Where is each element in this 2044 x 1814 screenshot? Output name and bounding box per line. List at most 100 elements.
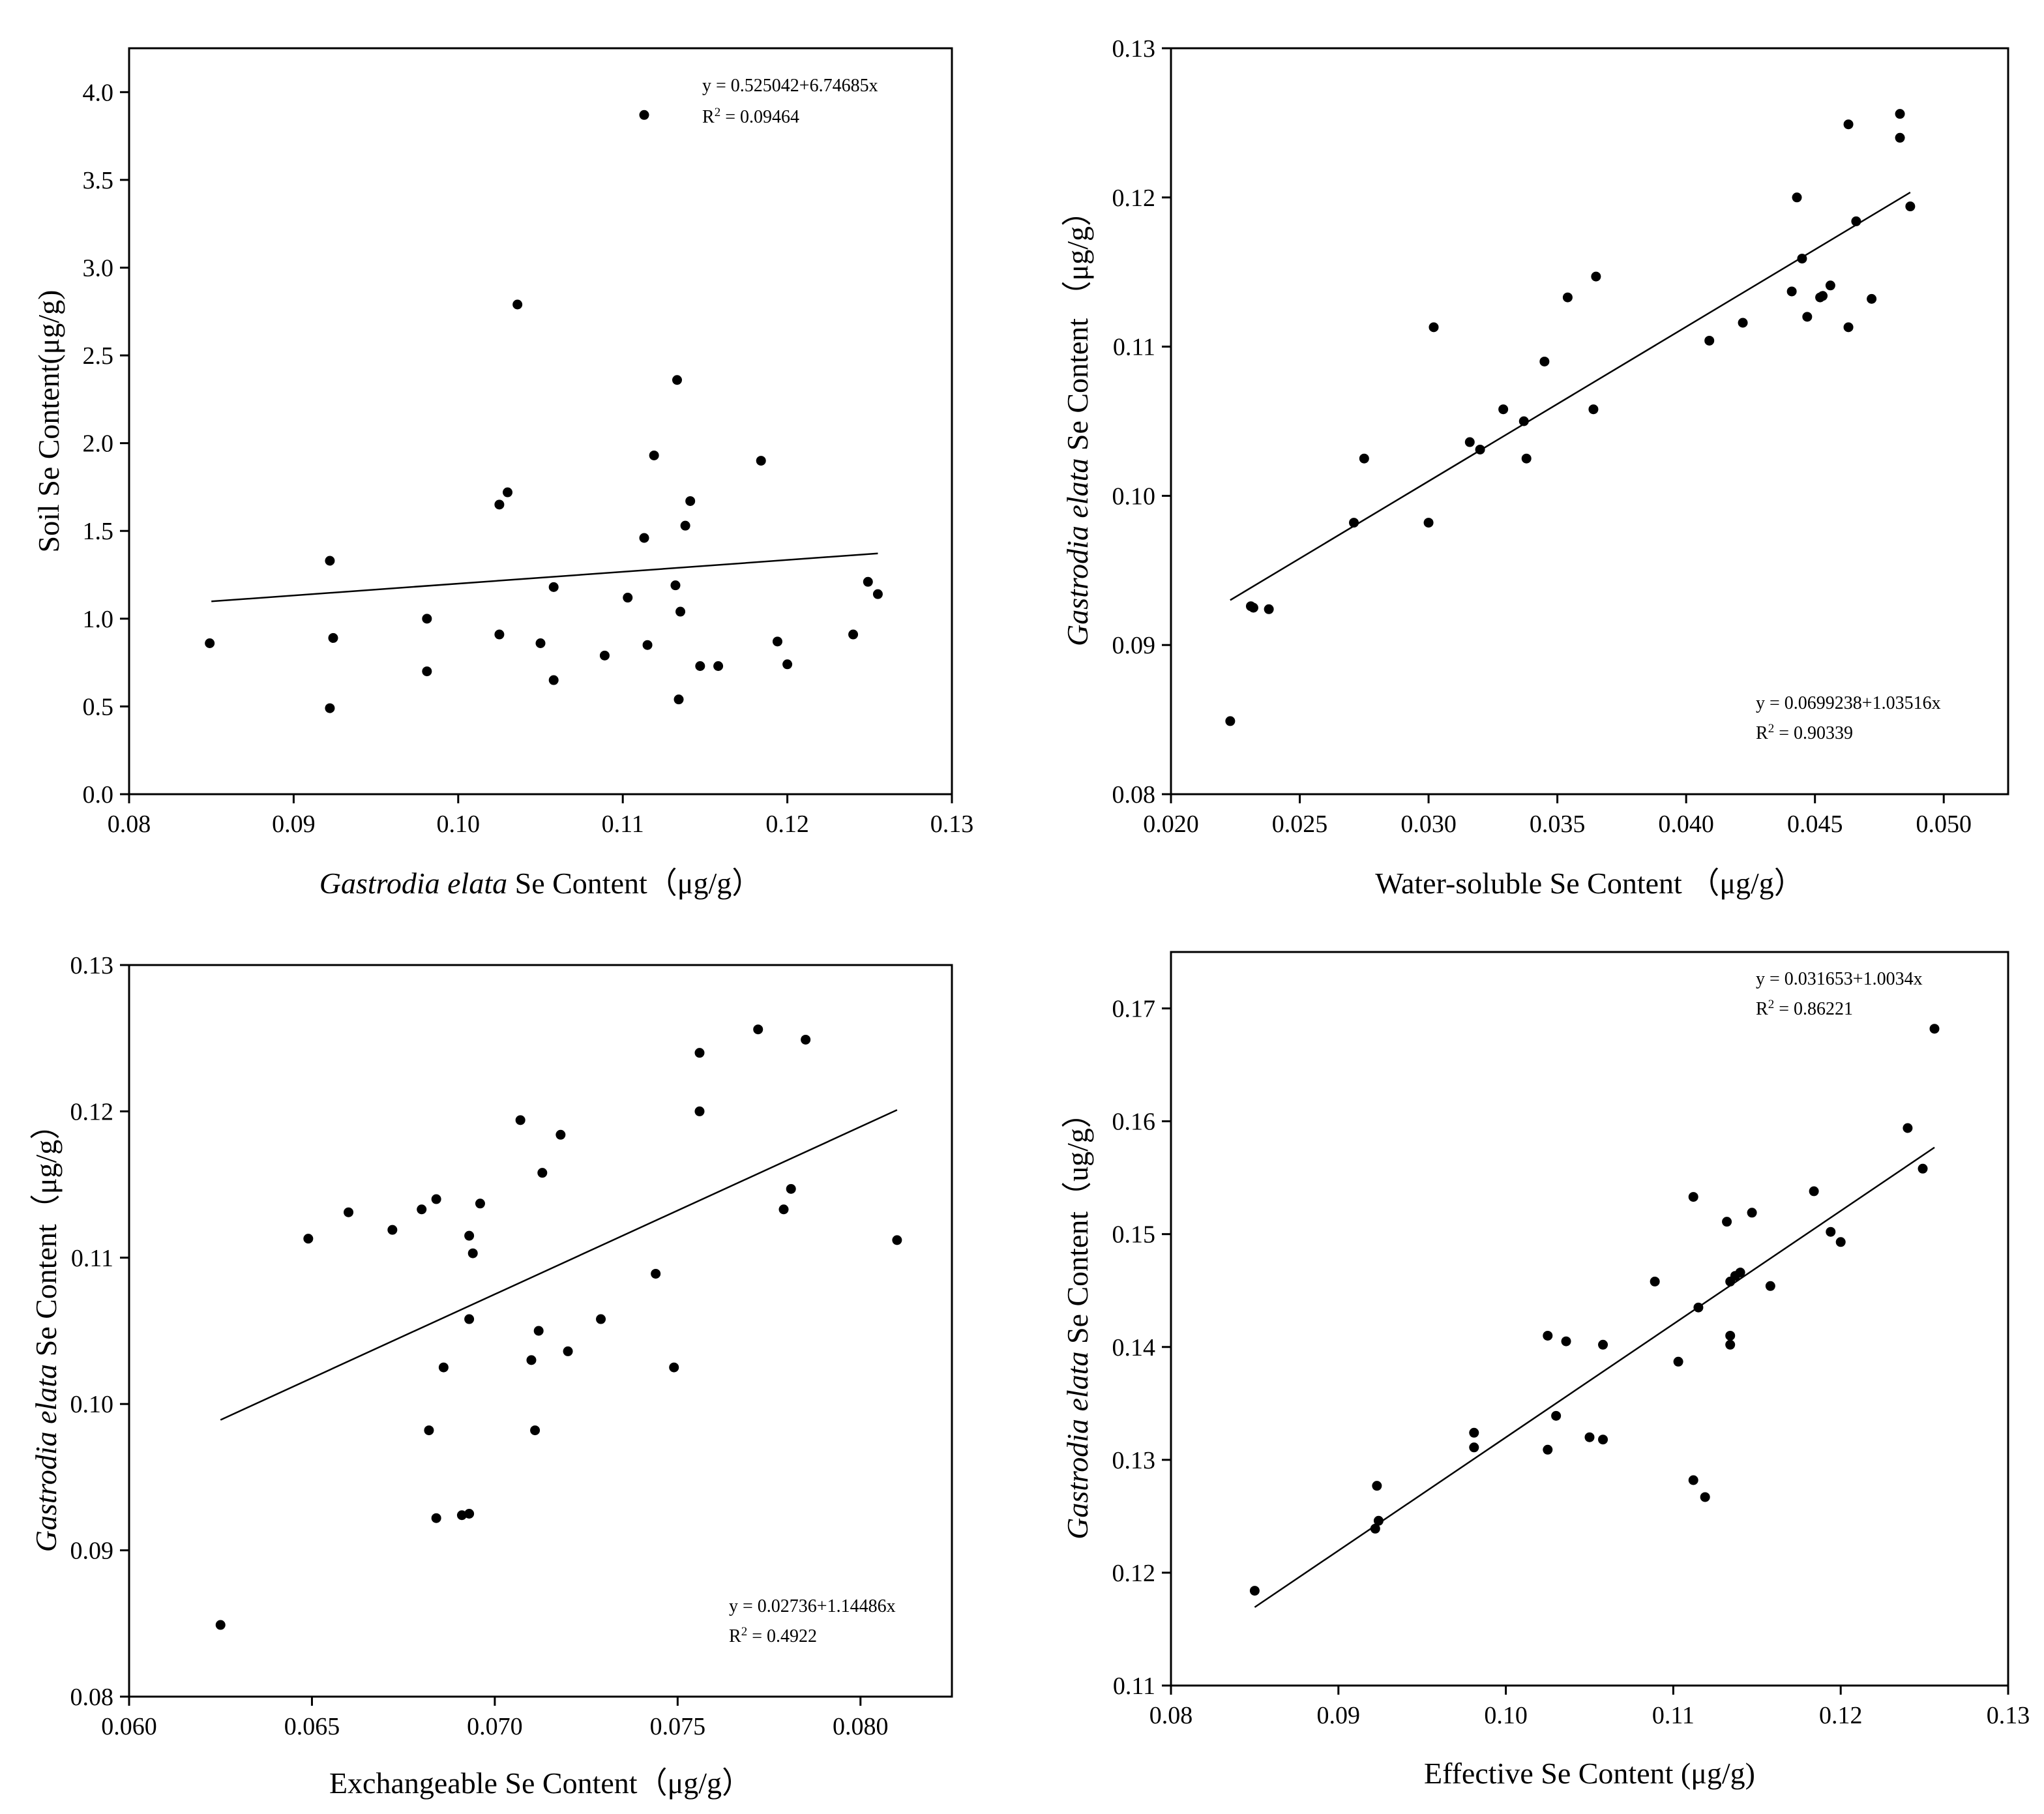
- x-tick-label: 0.13: [930, 810, 974, 838]
- x-axis-label: Water-soluble Se Content （μg/g）: [1375, 867, 1804, 900]
- data-point: [1851, 216, 1861, 226]
- x-tick-label: 0.13: [1987, 1702, 2030, 1729]
- y-axis-label: Soil Se Content(μg/g): [32, 290, 65, 553]
- y-tick-label: 0.10: [70, 1391, 114, 1418]
- x-tick-label: 0.020: [1143, 810, 1199, 838]
- data-point: [1688, 1192, 1698, 1202]
- r-squared: R2 = 0.4922: [729, 1625, 817, 1647]
- data-point: [1809, 1186, 1819, 1197]
- data-point: [1903, 1123, 1913, 1133]
- data-point: [1918, 1163, 1928, 1174]
- data-point: [713, 661, 724, 672]
- data-point: [464, 1230, 475, 1241]
- x-tick-label: 0.12: [765, 810, 809, 838]
- data-point: [892, 1235, 902, 1245]
- x-tick-label: 0.09: [1317, 1702, 1361, 1729]
- data-point: [422, 614, 432, 624]
- data-point: [1825, 280, 1835, 291]
- chart-panel-ge-vs-effective: 0.08 0.09 0.10 0.11 0.12 0.13 0.11 0.12 0.13 0.14…: [1061, 951, 2030, 1790]
- r-squared: R2 = 0.86221: [1756, 998, 1853, 1020]
- data-point: [1429, 322, 1439, 333]
- data-point: [675, 606, 686, 617]
- chart-panel-soil-vs-ge: 0.08 0.09 0.10 0.11 0.12 0.13 0.0 0.5 1.0 1.5 2.0 2…: [32, 47, 974, 900]
- y-tick-label: 1.5: [83, 518, 114, 545]
- y-tick-label: 2.0: [83, 430, 114, 458]
- data-point: [599, 650, 610, 661]
- data-point: [1802, 312, 1813, 322]
- regression-equation: y = 0.525042+6.74685x: [702, 76, 878, 96]
- regression-line: [220, 1109, 898, 1421]
- data-point: [772, 636, 782, 647]
- data-point: [438, 1362, 449, 1373]
- plot-frame: [1170, 47, 2009, 795]
- data-point: [1498, 404, 1509, 415]
- x-tick-label: 0.080: [833, 1713, 889, 1740]
- x-tick-label: 0.045: [1787, 810, 1843, 838]
- data-point: [694, 1048, 705, 1058]
- y-tick-label: 0.11: [1113, 334, 1155, 361]
- x-tick-label: 0.11: [1652, 1702, 1695, 1729]
- data-point: [863, 576, 873, 587]
- x-tick-label: 0.040: [1658, 810, 1714, 838]
- data-point: [1249, 1586, 1260, 1596]
- data-point: [651, 1268, 661, 1279]
- data-point: [1929, 1024, 1940, 1034]
- data-point: [1598, 1339, 1608, 1350]
- data-point: [1650, 1276, 1660, 1286]
- data-point: [464, 1314, 475, 1324]
- data-point: [1792, 192, 1802, 203]
- y-tick-label: 0.13: [1112, 35, 1156, 63]
- r-squared: R2 = 0.90339: [1756, 722, 1853, 744]
- data-point: [756, 456, 766, 466]
- data-point: [325, 556, 335, 566]
- data-point: [623, 593, 633, 603]
- data-point: [1704, 335, 1715, 346]
- data-point: [1725, 1330, 1736, 1341]
- x-tick-label: 0.075: [650, 1713, 706, 1740]
- x-tick-label: 0.060: [101, 1713, 157, 1740]
- y-tick-label: 0.13: [70, 952, 114, 979]
- data-point: [344, 1207, 354, 1217]
- data-point: [1370, 1523, 1380, 1534]
- y-tick-label: 2.5: [83, 342, 114, 370]
- x-tick-label: 0.030: [1400, 810, 1457, 838]
- data-point: [848, 629, 859, 640]
- data-point: [464, 1509, 475, 1519]
- y-tick-label: 3.0: [83, 254, 114, 282]
- data-point: [515, 1115, 526, 1125]
- data-point: [1248, 602, 1258, 613]
- data-point: [786, 1183, 796, 1194]
- data-point: [872, 589, 883, 599]
- data-point: [694, 1106, 705, 1116]
- y-tick-label: 0.08: [1112, 781, 1156, 809]
- regression-line: [211, 552, 878, 602]
- r-squared: R2 = 0.09464: [702, 106, 799, 128]
- data-point: [303, 1234, 314, 1244]
- data-point: [1747, 1208, 1757, 1218]
- data-point: [1475, 444, 1485, 454]
- data-point: [535, 638, 546, 649]
- data-point: [1725, 1339, 1736, 1350]
- data-point: [1797, 254, 1807, 264]
- data-point: [1539, 356, 1550, 366]
- data-point: [1588, 404, 1599, 415]
- data-point: [467, 1248, 478, 1258]
- data-point: [424, 1425, 434, 1436]
- data-point: [1700, 1492, 1710, 1502]
- regression-equation: y = 0.031653+1.0034x: [1756, 969, 1923, 989]
- data-point: [1673, 1356, 1683, 1367]
- x-tick-label: 0.08: [108, 810, 151, 838]
- data-point: [1826, 1227, 1836, 1237]
- data-point: [494, 629, 505, 640]
- data-point: [801, 1034, 811, 1045]
- regression-line: [1230, 192, 1911, 601]
- data-point: [431, 1194, 441, 1204]
- y-tick-label: 0.12: [70, 1098, 114, 1125]
- x-tick-label: 0.035: [1530, 810, 1586, 838]
- data-point: [328, 632, 338, 643]
- data-point: [1584, 1432, 1595, 1442]
- data-point: [1373, 1515, 1384, 1526]
- x-tick-label: 0.09: [272, 810, 316, 838]
- y-tick-label: 0.08: [70, 1684, 114, 1711]
- data-point: [639, 110, 649, 120]
